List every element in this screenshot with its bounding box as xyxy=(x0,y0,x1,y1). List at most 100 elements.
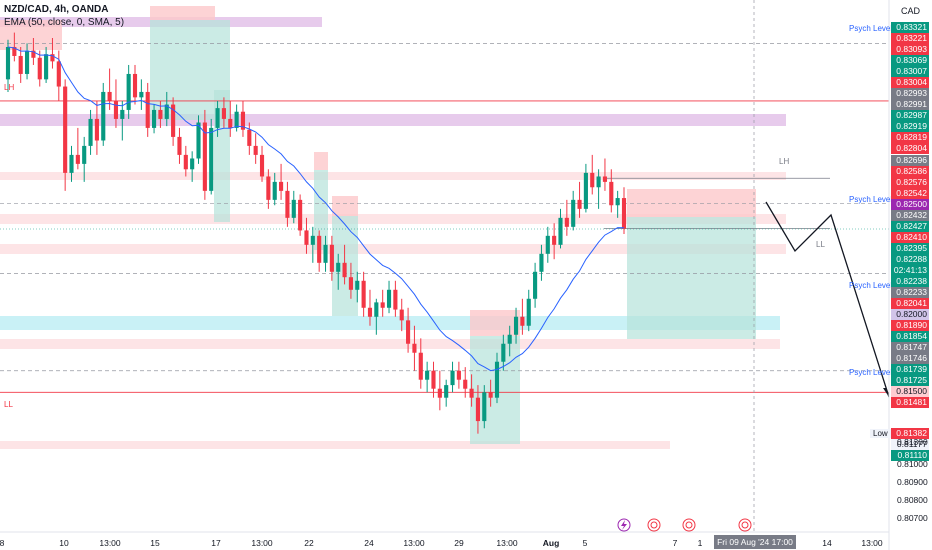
candle-body xyxy=(190,158,195,170)
economic-event-icon[interactable] xyxy=(647,518,661,532)
candle-body xyxy=(406,320,411,344)
candle-body xyxy=(583,172,588,209)
candle-body xyxy=(228,118,233,128)
red-zone xyxy=(0,214,786,224)
candle-body xyxy=(88,118,93,146)
price-tag: 0.83221 xyxy=(891,33,929,44)
low-label: Low xyxy=(870,429,891,438)
candle-body xyxy=(24,50,30,74)
sell-target-zone xyxy=(314,170,328,250)
price-tag: 0.81725 xyxy=(891,375,929,386)
candle-body xyxy=(113,100,119,119)
candle-body xyxy=(12,46,17,56)
time-tick-label: 22 xyxy=(304,538,314,548)
red-zone xyxy=(0,441,670,449)
candle-body xyxy=(621,198,627,229)
cyan-zone xyxy=(0,316,780,330)
psych-level-label-2: Psych Level xyxy=(849,195,893,204)
price-tag: 0.82993 xyxy=(891,88,929,99)
candle-body xyxy=(171,104,176,137)
candle-body xyxy=(31,50,36,58)
candle-body xyxy=(539,253,544,272)
sell-stop-zone xyxy=(0,20,62,50)
indicator-legend[interactable]: EMA (50, close, 0, SMA, 5) xyxy=(4,17,125,28)
axis-price-4: 0.80700 xyxy=(897,513,928,523)
axis-price-0: 0.81300 xyxy=(897,437,928,447)
candle-body xyxy=(177,136,182,155)
price-tag: 0.82576 xyxy=(891,177,929,188)
ll-right-label: LL xyxy=(816,240,825,249)
candle-body xyxy=(367,307,373,317)
symbol-title[interactable]: NZD/CAD, 4h, OANDA xyxy=(4,4,109,15)
candle-body xyxy=(69,154,74,173)
price-tag: 0.82395 xyxy=(891,243,929,254)
price-tag: 0.81739 xyxy=(891,364,929,375)
price-tag: 0.83007 xyxy=(891,66,929,77)
candle-body xyxy=(240,111,246,130)
economic-event-icon[interactable] xyxy=(738,518,752,532)
price-tag: 0.82696 xyxy=(891,155,929,166)
price-tag: 0.81890 xyxy=(891,320,929,331)
candle-body xyxy=(279,181,284,191)
candle-body xyxy=(266,176,271,200)
lh-left-label: LH xyxy=(4,83,15,92)
psych-level-label-1: Psych Level xyxy=(849,24,893,33)
price-tag: 02:41:13 xyxy=(891,265,929,276)
currency-label[interactable]: CAD xyxy=(900,6,920,16)
candle-body xyxy=(56,61,61,87)
price-tag: 0.82233 xyxy=(891,287,929,298)
candle-body xyxy=(285,190,290,218)
time-tick-label: 8 xyxy=(0,538,5,548)
candle-body xyxy=(158,109,163,119)
candle-body xyxy=(513,316,519,335)
price-tag: 0.82410 xyxy=(891,232,929,243)
candle-body xyxy=(139,91,144,98)
candle-body xyxy=(298,199,303,231)
candle-body xyxy=(412,343,417,353)
candle-body xyxy=(44,54,49,80)
candle-body xyxy=(393,289,398,310)
time-tick-label: 5 xyxy=(582,538,588,548)
lightning-icon[interactable] xyxy=(617,518,631,532)
time-tick-label: 24 xyxy=(364,538,374,548)
price-tag: 0.81481 xyxy=(891,397,929,408)
candle-body xyxy=(526,298,531,326)
candle-body xyxy=(399,309,404,321)
price-tag: 0.82500 xyxy=(891,199,929,210)
axis-price-3: 0.80800 xyxy=(897,495,928,505)
candle-body xyxy=(475,397,481,422)
candle-body xyxy=(386,289,392,308)
candle-body xyxy=(558,217,563,245)
candle-body xyxy=(5,46,11,80)
candle-body xyxy=(183,154,188,170)
sell-stop-zone xyxy=(314,152,328,170)
candle-body xyxy=(304,230,309,245)
candle-body xyxy=(456,370,461,380)
candle-body xyxy=(437,388,442,398)
candle-body xyxy=(355,280,360,290)
candle-body xyxy=(196,122,201,159)
economic-event-icon[interactable] xyxy=(682,518,696,532)
candle-body xyxy=(615,198,620,206)
candle-body xyxy=(120,109,125,119)
candle-body xyxy=(501,343,506,362)
candle-body xyxy=(425,370,430,380)
price-tag: 0.82804 xyxy=(891,143,929,154)
price-tag: 0.82542 xyxy=(891,188,929,199)
price-tag: 0.82000 xyxy=(891,309,929,320)
price-tag: 0.83004 xyxy=(891,77,929,88)
price-tag: 0.81177 xyxy=(891,439,929,450)
candle-body xyxy=(164,104,169,119)
candle-body xyxy=(94,118,99,141)
time-tick-label: 29 xyxy=(454,538,464,548)
candle-body xyxy=(253,145,258,155)
axis-price-1: 0.81000 xyxy=(897,459,928,469)
candle-body xyxy=(374,302,379,317)
time-tick-label: 13:00 xyxy=(403,538,425,548)
time-tick-label: 7 xyxy=(672,538,678,548)
price-tag: 0.82987 xyxy=(891,110,929,121)
price-tag: 0.82427 xyxy=(891,221,929,232)
candle-body xyxy=(488,392,493,398)
price-tag: 0.83093 xyxy=(891,44,929,55)
